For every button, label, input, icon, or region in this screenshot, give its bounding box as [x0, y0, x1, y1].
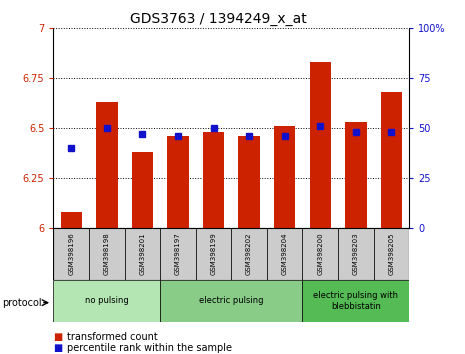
Text: transformed count: transformed count	[67, 332, 158, 342]
Text: electric pulsing: electric pulsing	[199, 296, 264, 306]
Text: ■: ■	[53, 332, 63, 342]
Text: GSM398205: GSM398205	[388, 233, 394, 275]
Bar	[132, 152, 153, 228]
Text: protocol: protocol	[2, 298, 42, 308]
Text: GSM398199: GSM398199	[211, 233, 217, 275]
Bar	[53, 280, 160, 322]
Bar	[274, 126, 295, 228]
Text: ■: ■	[53, 343, 63, 353]
Bar	[303, 280, 409, 322]
Bar	[381, 92, 402, 228]
Bar	[125, 228, 160, 280]
Bar	[167, 136, 189, 228]
Bar	[239, 136, 260, 228]
Text: no pulsing: no pulsing	[85, 296, 129, 306]
Bar	[232, 228, 267, 280]
Bar	[196, 228, 232, 280]
Bar	[345, 122, 366, 228]
Text: GSM398201: GSM398201	[140, 233, 146, 275]
Text: GSM398196: GSM398196	[68, 233, 74, 275]
Bar	[60, 212, 82, 228]
Bar	[267, 228, 303, 280]
Text: GSM398203: GSM398203	[353, 233, 359, 275]
Bar	[160, 280, 303, 322]
Text: GSM398202: GSM398202	[246, 233, 252, 275]
Bar	[89, 228, 125, 280]
Text: GSM398204: GSM398204	[282, 233, 288, 275]
Bar	[303, 228, 338, 280]
Text: electric pulsing with
blebbistatin: electric pulsing with blebbistatin	[313, 291, 399, 310]
Text: GDS3763 / 1394249_x_at: GDS3763 / 1394249_x_at	[130, 12, 307, 27]
Bar	[310, 62, 331, 228]
Bar	[203, 132, 224, 228]
Bar	[96, 102, 118, 228]
Text: GSM398197: GSM398197	[175, 233, 181, 275]
Bar	[160, 228, 196, 280]
Bar	[338, 228, 374, 280]
Text: GSM398200: GSM398200	[317, 233, 323, 275]
Text: percentile rank within the sample: percentile rank within the sample	[67, 343, 232, 353]
Text: GSM398198: GSM398198	[104, 233, 110, 275]
Bar	[374, 228, 409, 280]
Bar	[53, 228, 89, 280]
